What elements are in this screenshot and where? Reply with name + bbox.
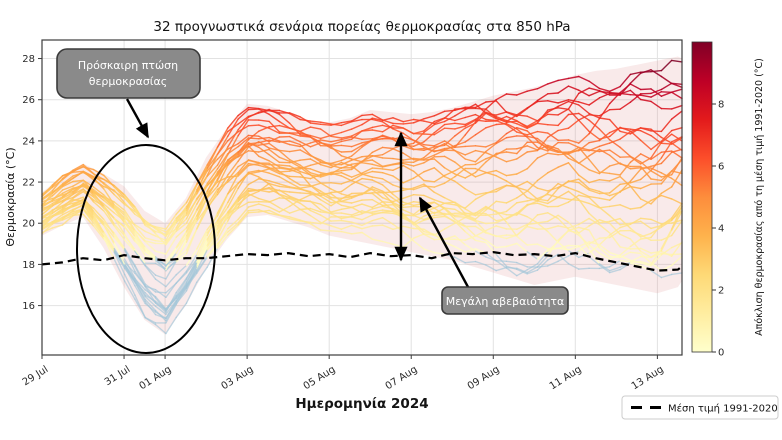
- svg-text:18: 18: [22, 260, 35, 271]
- svg-text:24: 24: [22, 136, 35, 147]
- svg-text:05 Aug: 05 Aug: [302, 364, 338, 392]
- svg-text:4: 4: [718, 224, 724, 235]
- temp-drop-callout-line2: θερμοκρασίας: [89, 75, 168, 88]
- svg-text:20: 20: [22, 219, 35, 230]
- svg-text:29 Jul: 29 Jul: [21, 364, 51, 388]
- svg-text:09 Aug: 09 Aug: [466, 364, 502, 392]
- uncertainty-callout-text: Μεγάλη αβεβαιότητα: [446, 295, 565, 308]
- colorbar-label: Απόκλιση θερμοκρασίας από τη μέση τιμή 1…: [754, 58, 765, 336]
- ensemble-member-line: [41, 158, 683, 255]
- svg-text:22: 22: [22, 178, 35, 189]
- legend-label: Μέση τιμή 1991-2020: [668, 403, 778, 415]
- svg-text:01 Aug: 01 Aug: [137, 364, 173, 392]
- climatology-mean-line: [41, 250, 683, 272]
- svg-text:16: 16: [22, 301, 35, 312]
- svg-text:31 Jul: 31 Jul: [103, 364, 133, 388]
- temp-drop-arrow: [125, 98, 150, 139]
- svg-text:11 Aug: 11 Aug: [548, 364, 584, 392]
- svg-text:0: 0: [718, 348, 724, 359]
- uncertainty-callout-box: [441, 286, 569, 315]
- svg-text:2: 2: [718, 286, 724, 297]
- svg-text:28: 28: [22, 54, 35, 65]
- annotations: Πρόσκαιρη πτώση θερμοκρασίας Μεγάλη αβεβ…: [56, 48, 569, 354]
- ensemble-member-line: [41, 168, 683, 294]
- ensemble-member-line: [41, 196, 683, 313]
- ensemble-member-line: [41, 59, 683, 236]
- svg-text:07 Aug: 07 Aug: [384, 364, 420, 392]
- uncertainty-pointer-arrow: [418, 196, 470, 288]
- svg-text:8: 8: [718, 100, 724, 111]
- ensemble-member-lines: [41, 59, 683, 335]
- legend-box: [621, 395, 779, 420]
- colorbar: 0 2 4 6 8: [691, 41, 724, 359]
- svg-text:13 Aug: 13 Aug: [630, 364, 666, 392]
- svg-text:6: 6: [718, 162, 724, 173]
- y-axis-label: Θερμοκρασία (°C): [4, 147, 17, 246]
- temp-drop-callout-box: [56, 48, 201, 99]
- chart-title: 32 προγνωστικά σενάρια πορείας θερμοκρασ…: [153, 19, 570, 35]
- svg-text:26: 26: [22, 95, 35, 106]
- x-axis-label: Ημερομηνία 2024: [295, 396, 428, 412]
- svg-text:03 Aug: 03 Aug: [220, 364, 256, 392]
- legend: Μέση τιμή 1991-2020: [621, 395, 779, 420]
- temp-drop-ellipse: [76, 144, 216, 354]
- temp-drop-callout-line1: Πρόσκαιρη πτώση: [78, 59, 178, 72]
